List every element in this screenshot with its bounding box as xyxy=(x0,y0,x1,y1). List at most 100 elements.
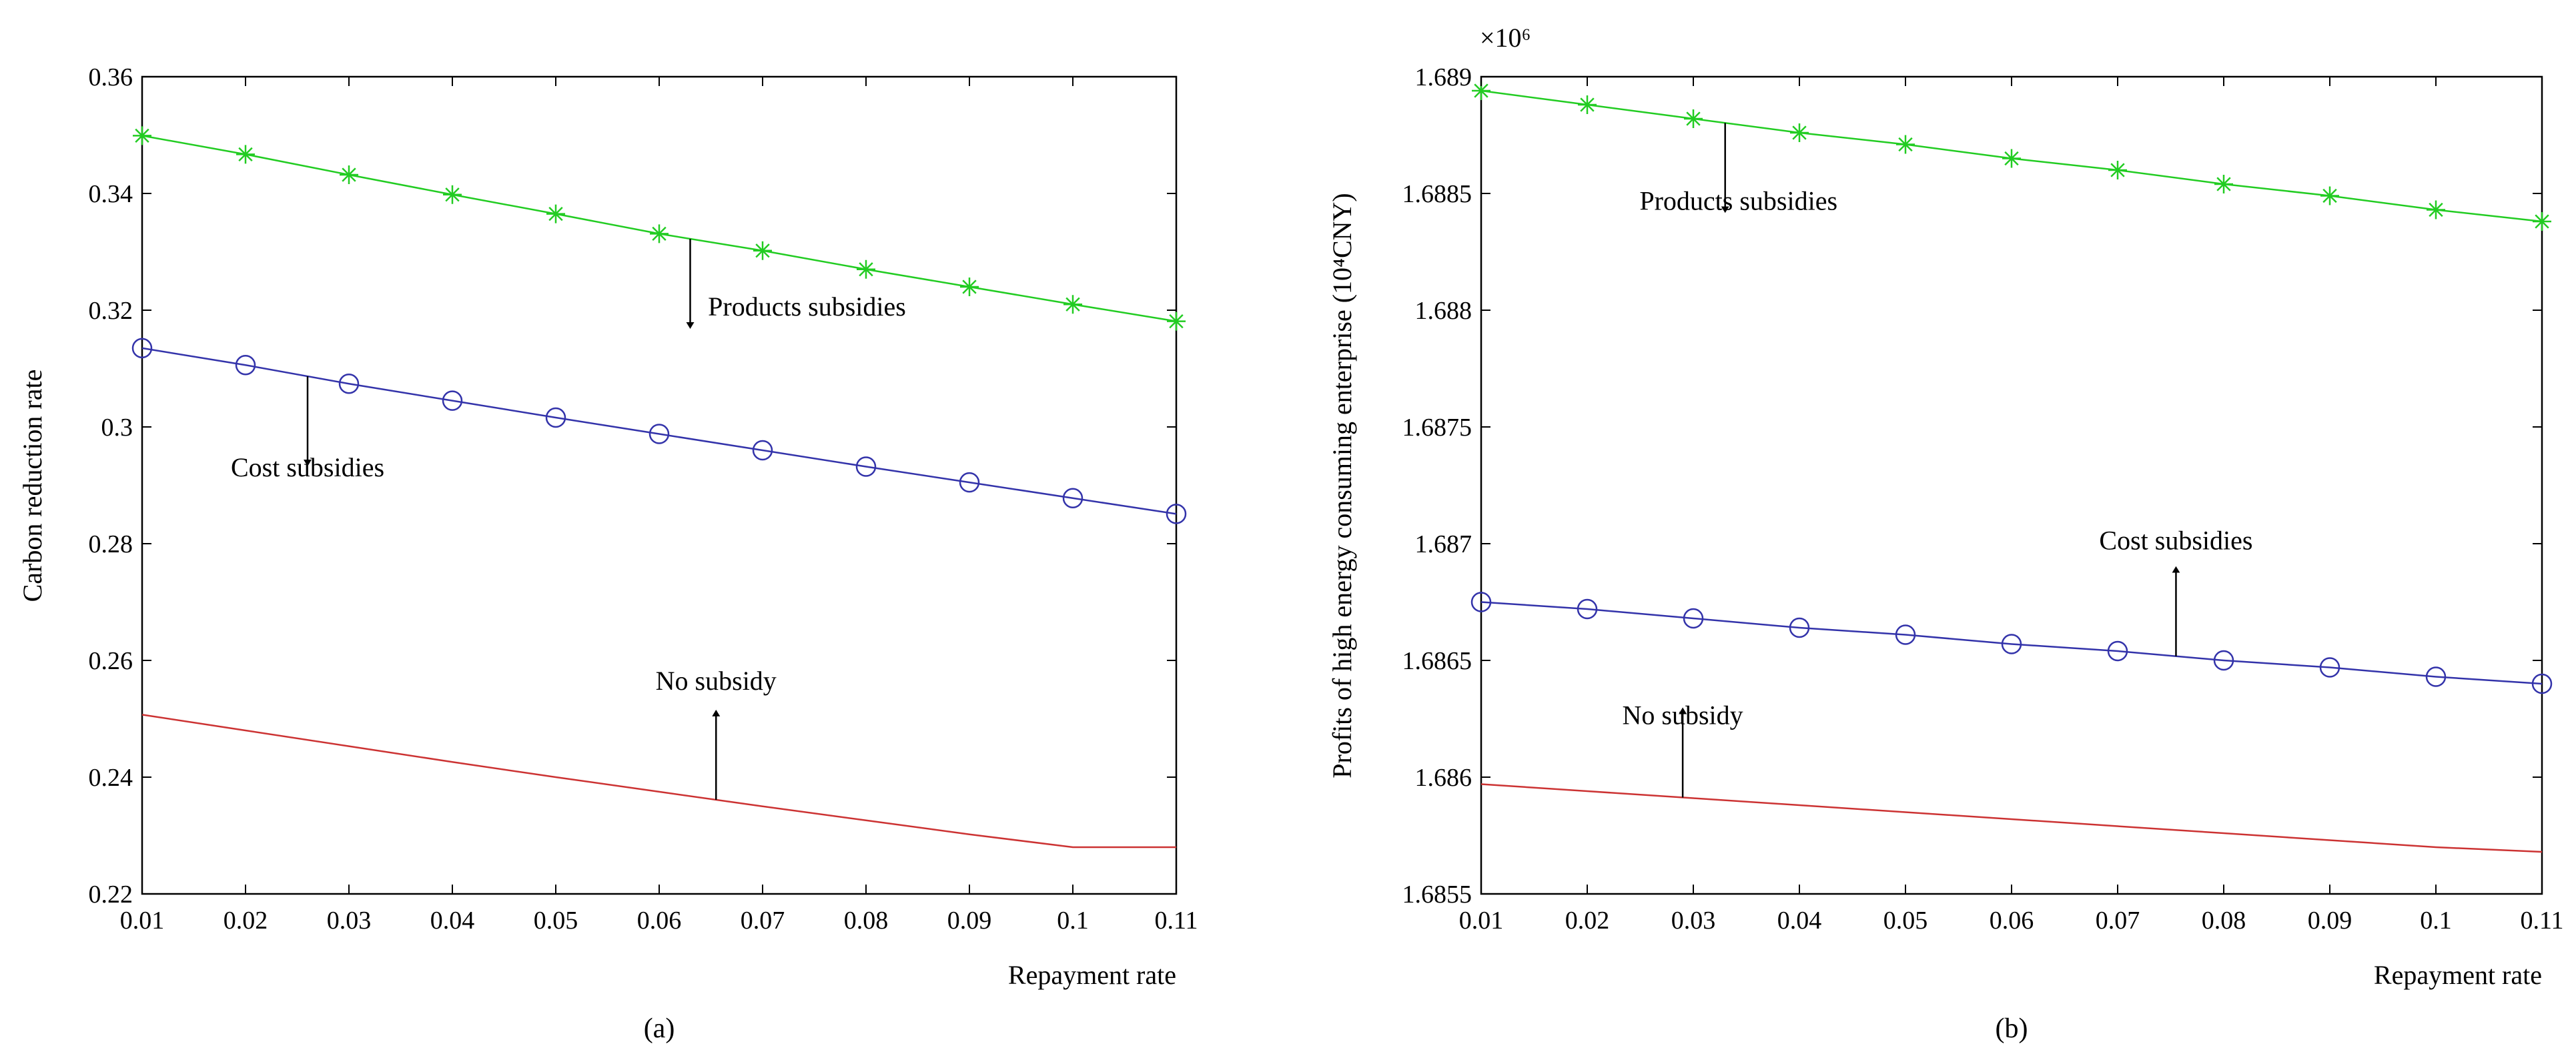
data-point-cost-subsidies xyxy=(649,424,670,444)
data-point-cost-subsidies xyxy=(2425,666,2447,687)
data-point-cost-subsidies xyxy=(855,456,877,477)
data-point-products-subsidies xyxy=(1578,95,1597,114)
data-point-products-subsidies xyxy=(340,165,358,184)
x-tick-label: 0.07 xyxy=(2096,907,2140,935)
data-point-cost-subsidies xyxy=(2319,657,2340,678)
data-point-cost-subsidies xyxy=(1789,617,1810,638)
data-point-products-subsidies xyxy=(2320,186,2339,205)
x-tick-label: 0.09 xyxy=(947,907,992,935)
data-point-cost-subsidies xyxy=(338,374,360,394)
data-point-products-subsidies xyxy=(2427,200,2445,219)
annotation-label-products-subsidies: Products subsidies xyxy=(1639,185,1837,215)
data-point-cost-subsidies xyxy=(2213,650,2234,671)
data-point-products-subsidies xyxy=(2002,149,2021,168)
x-tick-label: 0.02 xyxy=(1565,907,1610,935)
y-tick-label: 0.3 xyxy=(101,414,133,442)
data-point-products-subsidies xyxy=(960,278,979,296)
data-point-products-subsidies xyxy=(650,224,669,243)
x-axis-label-a: Repayment rate xyxy=(1008,960,1176,990)
y-axis-label-a: Carbon reduction rate xyxy=(17,370,47,602)
data-point-cost-subsidies xyxy=(131,338,153,359)
data-point-cost-subsidies xyxy=(1683,608,1704,629)
x-axis-label-b: Repayment rate xyxy=(2374,960,2542,990)
x-tick-label: 0.11 xyxy=(1154,907,1198,935)
data-point-products-subsidies xyxy=(1167,312,1186,331)
series-line-cost-subsidies xyxy=(1480,601,2543,685)
y-tick-label: 1.687 xyxy=(1415,530,1472,558)
y-tick-label: 1.686 xyxy=(1415,764,1472,792)
data-point-products-subsidies xyxy=(546,204,565,223)
y-tick-label: 0.26 xyxy=(89,647,133,675)
x-tick-label: 0.07 xyxy=(741,907,785,935)
x-tick-label: 0.1 xyxy=(1057,907,1089,935)
x-tick-label: 0.04 xyxy=(430,907,475,935)
annotation-label-no-subsidy: No subsidy xyxy=(1623,700,1743,730)
y-tick-label: 1.6865 xyxy=(1402,647,1472,675)
x-tick-label: 0.11 xyxy=(2520,907,2563,935)
data-point-cost-subsidies xyxy=(2107,640,2128,662)
chart-marks-a: Products subsidies Cost subsidies No subsi… xyxy=(131,126,1187,849)
data-point-cost-subsidies xyxy=(442,390,463,411)
annotation-label-no-subsidy: No subsidy xyxy=(656,666,777,696)
x-tick-label: 0.05 xyxy=(1883,907,1928,935)
data-point-cost-subsidies xyxy=(2531,673,2553,694)
data-point-products-subsidies xyxy=(2214,175,2233,193)
annotation-label-products-subsidies: Products subsidies xyxy=(708,292,906,322)
y-tick-label: 0.34 xyxy=(89,180,133,208)
axis-ticks-a: 0.01 0.02 0.03 0.04 0.05 0.06 0.07 0.08 0.09 0.1 0… xyxy=(89,63,1198,935)
data-point-products-subsidies xyxy=(443,185,462,204)
x-tick-label: 0.08 xyxy=(2202,907,2246,935)
y-tick-label: 1.6875 xyxy=(1402,414,1472,442)
annotation-label-cost-subsidies: Cost subsidies xyxy=(231,452,384,482)
y-tick-label: 0.22 xyxy=(89,881,133,909)
x-tick-label: 0.1 xyxy=(2420,907,2452,935)
x-tick-label: 0.03 xyxy=(327,907,372,935)
data-point-cost-subsidies xyxy=(1895,624,1916,645)
x-tick-label: 0.05 xyxy=(534,907,578,935)
data-point-cost-subsidies xyxy=(1166,504,1187,524)
y-tick-label: 0.24 xyxy=(89,764,133,792)
x-tick-label: 0.03 xyxy=(1671,907,1716,935)
plot-area-a xyxy=(141,75,1178,895)
x-tick-label: 0.01 xyxy=(1459,907,1504,935)
x-tick-label: 0.06 xyxy=(1990,907,2034,935)
panel-caption-a: (a) xyxy=(644,1013,675,1044)
data-point-products-subsidies xyxy=(1896,135,1915,154)
chart-panel-a: Products subsidies Cost subsidies No subsi… xyxy=(17,63,1198,1044)
data-point-cost-subsidies xyxy=(1470,592,1492,612)
plot-area-b xyxy=(1480,75,2543,895)
y-tick-label: 0.36 xyxy=(89,63,133,91)
data-point-products-subsidies xyxy=(2533,212,2551,231)
series-line-no-subsidy xyxy=(141,714,1176,849)
data-point-cost-subsidies xyxy=(1577,598,1598,620)
data-point-cost-subsidies xyxy=(959,472,980,493)
chart-panel-b: Products subsidies Cost subsidies No subsi… xyxy=(1327,23,2564,1044)
y-tick-label: 0.28 xyxy=(89,530,133,558)
panel-caption-b: (b) xyxy=(1996,1013,2028,1044)
y-tick-label: 1.688 xyxy=(1415,297,1472,325)
data-point-products-subsidies xyxy=(1684,109,1703,128)
x-tick-label: 0.01 xyxy=(120,907,165,935)
chart-marks-b: Products subsidies Cost subsidies No subsi… xyxy=(1470,81,2553,853)
data-point-cost-subsidies xyxy=(2001,634,2022,654)
axis-ticks-b: 0.01 0.02 0.03 0.04 0.05 0.06 0.07 0.08 0.09 0.1 0… xyxy=(1402,63,2564,935)
data-point-cost-subsidies xyxy=(545,407,566,428)
y-tick-label: 0.32 xyxy=(89,297,133,325)
data-point-products-subsidies xyxy=(236,145,255,164)
y-tick-label: 1.6855 xyxy=(1402,881,1472,909)
annotation-label-cost-subsidies: Cost subsidies xyxy=(2099,526,2252,556)
data-point-cost-subsidies xyxy=(752,440,773,461)
x-tick-label: 0.04 xyxy=(1777,907,1822,935)
x-tick-label: 0.08 xyxy=(844,907,889,935)
y-tick-label: 1.689 xyxy=(1415,63,1472,91)
data-point-products-subsidies xyxy=(1063,295,1082,314)
y-scale-label-b: ×10⁶ xyxy=(1480,23,1531,53)
data-point-products-subsidies xyxy=(1790,123,1809,142)
x-tick-label: 0.09 xyxy=(2308,907,2352,935)
data-point-products-subsidies xyxy=(753,241,772,260)
data-point-products-subsidies xyxy=(133,126,151,145)
data-point-cost-subsidies xyxy=(1062,488,1084,508)
series-line-cost-subsidies xyxy=(141,347,1177,515)
y-tick-label: 1.6885 xyxy=(1402,180,1472,208)
